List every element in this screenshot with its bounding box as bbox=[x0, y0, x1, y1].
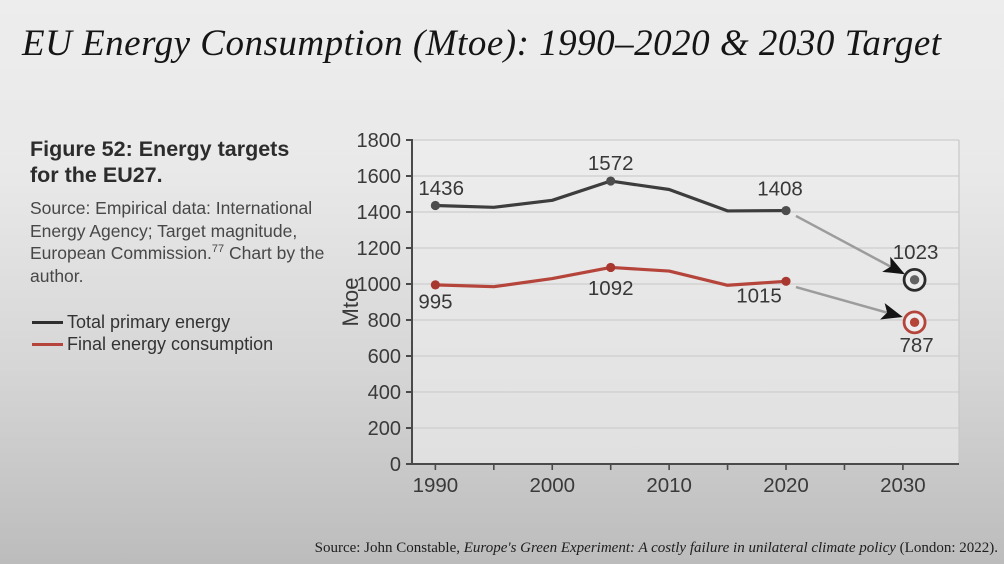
legend-swatch-final-energy bbox=[32, 342, 63, 346]
plot-background bbox=[412, 140, 959, 464]
y-axis-title: Mtoe bbox=[338, 278, 363, 327]
target-arrow bbox=[795, 214, 905, 275]
y-axis-tick-label: 1400 bbox=[357, 202, 402, 224]
caption-source-tail: Chart by the author. bbox=[30, 243, 325, 286]
y-axis-tick-label: 600 bbox=[368, 346, 401, 368]
legend-item-final-energy: Final energy consumption bbox=[32, 333, 273, 355]
target-arrow bbox=[795, 285, 903, 320]
x-axis-tick-label: 2030 bbox=[880, 474, 926, 497]
caption-source-text: Source: Empirical data: International En… bbox=[30, 198, 313, 264]
caption-source: Source: Empirical data: International En… bbox=[30, 197, 326, 287]
y-axis-tick-label: 200 bbox=[368, 418, 401, 440]
target-label: 1023 bbox=[893, 241, 939, 264]
legend-item-total-primary: Total primary energy bbox=[32, 311, 273, 333]
target-dot bbox=[909, 275, 920, 285]
caption-footnote-number: 77 bbox=[211, 243, 225, 256]
caption-heading: Figure 52: Energy targets for the EU27. bbox=[30, 137, 290, 188]
y-axis-tick-label: 1200 bbox=[357, 238, 402, 260]
data-point bbox=[606, 262, 616, 273]
y-axis-tick-label: 1600 bbox=[357, 166, 402, 188]
x-axis-tick-label: 2000 bbox=[529, 474, 575, 497]
target-label: 787 bbox=[899, 334, 933, 357]
footer-source: Source: John Constable, Europe's Green E… bbox=[315, 540, 998, 557]
x-axis-tick-label: 2010 bbox=[646, 474, 692, 497]
y-axis-tick-label: 1000 bbox=[357, 274, 402, 296]
data-label: 1015 bbox=[736, 284, 782, 307]
footer-source-prefix: Source: John Constable, bbox=[314, 540, 464, 556]
legend-label-total-primary: Total primary energy bbox=[67, 311, 231, 332]
x-axis-tick-label: 2020 bbox=[763, 474, 809, 497]
x-axis-tick-label: 1990 bbox=[413, 474, 459, 497]
data-point bbox=[430, 280, 440, 290]
chart-area: 0 200 400 600 800 1000 1200 1400 1600 1800 1990 200… bbox=[330, 120, 1004, 510]
legend-label-final-energy: Final energy consumption bbox=[67, 333, 274, 354]
data-label: 1408 bbox=[757, 178, 803, 201]
data-label: 1572 bbox=[588, 152, 634, 175]
figure-caption: Figure 52: Energy targets for the EU27. … bbox=[30, 136, 330, 287]
target-dot bbox=[909, 317, 920, 328]
data-point bbox=[781, 276, 791, 286]
footer-source-book-title: Europe's Green Experiment: A costly fail… bbox=[463, 540, 896, 556]
data-point bbox=[606, 176, 616, 186]
y-axis-tick-label: 0 bbox=[390, 454, 401, 476]
footer-source-suffix: (London: 2022). bbox=[895, 540, 998, 556]
data-point bbox=[781, 205, 791, 216]
data-label: 1436 bbox=[418, 177, 464, 200]
y-axis-tick-label: 400 bbox=[368, 382, 401, 404]
data-label: 1092 bbox=[588, 277, 634, 300]
data-label: 995 bbox=[418, 290, 452, 313]
data-point bbox=[430, 200, 440, 211]
legend-swatch-total-primary bbox=[32, 320, 63, 324]
page-title: EU Energy Consumption (Mtoe): 1990–2020 … bbox=[22, 23, 942, 64]
energy-chart: 0 200 400 600 800 1000 1200 1400 1600 1800 1990 200… bbox=[338, 130, 960, 497]
y-axis-tick-label: 800 bbox=[368, 310, 401, 332]
y-axis-tick-label: 1800 bbox=[357, 130, 402, 152]
chart-legend: Total primary energy Final energy consum… bbox=[32, 311, 273, 355]
